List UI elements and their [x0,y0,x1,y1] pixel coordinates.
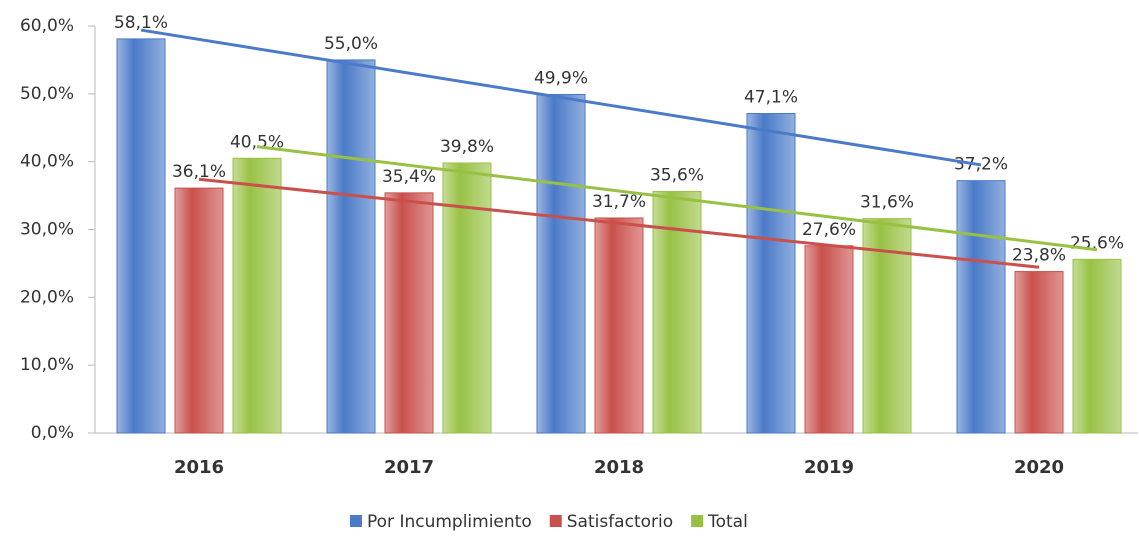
legend-label: Por Incumplimiento [367,512,532,532]
y-tick-label: 60,0% [20,16,74,36]
data-label: 55,0% [324,34,378,54]
y-tick-label: 30,0% [20,220,74,240]
bar [232,157,282,434]
trend-line [198,177,1040,269]
data-label: 47,1% [744,88,798,108]
legend-swatch [691,515,704,527]
legend-swatch [350,515,362,527]
bar [594,217,644,434]
bar [746,113,796,434]
bar [1072,258,1122,434]
data-label: 36,1% [172,162,226,182]
data-label: 31,7% [592,192,646,212]
bar [442,162,492,434]
y-tick-label: 20,0% [20,287,74,307]
trend-line [140,28,982,167]
bar [116,38,166,434]
bar [804,245,854,434]
y-tick-label: 40,0% [20,152,74,172]
bar [1014,271,1064,434]
x-tick-label: 2018 [594,457,644,478]
bar [536,94,586,434]
y-tick-label: 0,0% [31,423,74,443]
data-label: 27,6% [802,220,856,240]
data-label: 31,6% [860,193,914,213]
data-label: 25,6% [1070,233,1124,253]
y-tick-label: 50,0% [20,84,74,104]
legend-label: Total [707,512,748,532]
trend-line [256,145,1098,252]
legend-swatch [549,515,562,527]
data-label: 23,8% [1012,246,1066,266]
x-tick-label: 2020 [1014,457,1064,478]
bar [326,59,376,434]
bar [956,180,1006,434]
data-label: 58,1% [114,13,168,33]
bar [384,192,434,434]
bar [174,187,224,434]
data-label: 35,4% [382,167,436,187]
data-label: 35,6% [650,166,704,186]
legend-label: Satisfactorio [567,512,673,532]
data-label: 49,9% [534,69,588,89]
y-tick-label: 10,0% [20,355,74,375]
data-label: 39,8% [440,137,494,157]
x-tick-label: 2019 [804,457,854,478]
x-tick-label: 2016 [174,457,224,478]
x-tick-label: 2017 [384,457,434,478]
